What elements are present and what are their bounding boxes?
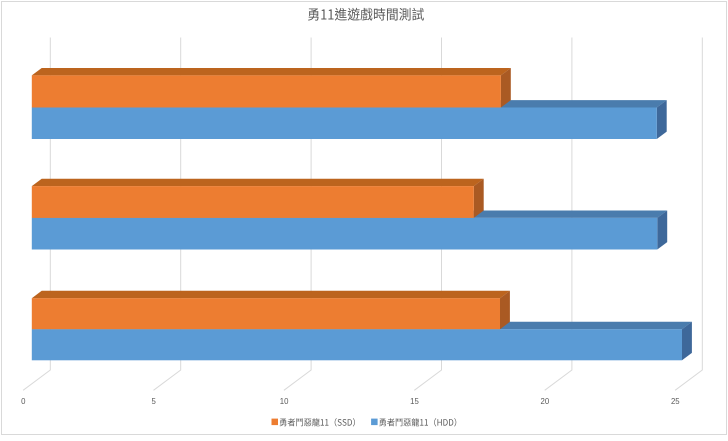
svg-text:10: 10 — [280, 397, 289, 406]
svg-text:5: 5 — [152, 397, 157, 406]
svg-text:20: 20 — [541, 397, 550, 406]
svg-text:15: 15 — [410, 397, 419, 406]
svg-text:0: 0 — [21, 397, 26, 406]
svg-text:25: 25 — [671, 397, 680, 406]
